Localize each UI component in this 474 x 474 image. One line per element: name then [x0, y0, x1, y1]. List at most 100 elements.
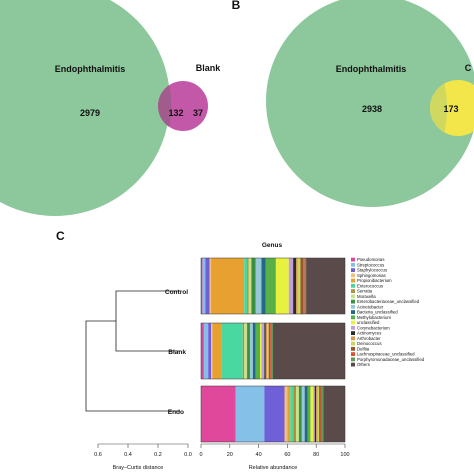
legend-swatch	[351, 325, 355, 330]
dendrogram-leaf-endo: Endo	[168, 409, 184, 416]
bar-segment-control-staphylococcus	[205, 258, 210, 314]
legend-swatch	[351, 336, 355, 341]
legend-label: Porphyromonadaceae_unclassified	[357, 357, 425, 362]
bar-segment-endo-enterobacteriaceae-unclassified	[298, 386, 302, 442]
bar-segment-blank-corynebacterium	[261, 323, 265, 379]
venn-b-endophthalmitis-label: Endophthalmitis	[336, 64, 407, 74]
bar-segment-control-acinetobacter	[255, 258, 262, 314]
legend-item-sphingomonas: Sphingomonas	[351, 273, 386, 278]
venn-a-overlap-region	[157, 85, 172, 127]
bar-segment-endo-arthrobacter	[316, 386, 318, 442]
legend-swatch	[351, 346, 355, 351]
bar-segment-blank-propionibacterium	[212, 323, 222, 379]
x-tick-label: 40	[256, 452, 262, 458]
legend-item-others: Others	[351, 362, 370, 367]
bar-segment-endo-methylobacterium	[307, 386, 311, 442]
bar-segment-blank-arthrobacter	[265, 323, 268, 379]
bar-segment-control-lachnospiraceae-unclassified	[303, 258, 305, 314]
legend-item-streptococcus: Streptococcus	[351, 262, 384, 267]
legend-item-enterobacteriaceae-unclassified: Enterobacteriaceae_unclassified	[351, 299, 420, 304]
legend-item-deinococcus: Deinococcus	[351, 341, 382, 346]
legend-swatch	[351, 320, 355, 325]
legend-swatch	[351, 283, 355, 288]
legend-label: Methylobacterium	[357, 315, 391, 320]
legend-label: Deinococcus	[357, 341, 382, 346]
bar-segment-blank-enterococcus	[221, 323, 243, 379]
legend-item-methylobacterium: Methylobacterium	[351, 315, 391, 320]
bar-segment-blank-staphylococcus	[208, 323, 212, 379]
legend-label: Sphingomonas	[357, 273, 386, 278]
bar-segment-control-sphingomonas	[209, 258, 212, 314]
legend-label: Corynebacterium	[357, 325, 390, 330]
bar-segment-endo-bacteria-unclassified	[304, 386, 308, 442]
dendrogram-axis-label: Bray–Curtis distance	[113, 465, 164, 471]
bar-segment-control-propionibacterium	[211, 258, 245, 314]
bar-segment-endo-staphylococcus	[264, 386, 285, 442]
legend-label: unclassified	[357, 320, 380, 325]
panel-c-label: C	[56, 229, 65, 243]
legend-swatch	[351, 315, 355, 320]
legend-label: Others	[357, 362, 370, 367]
legend-item-moraxella: Moraxella	[351, 294, 376, 299]
x-axis-label: Relative abundance	[249, 465, 298, 471]
legend-item-serratia: Serratia	[351, 289, 373, 294]
legend-label: Delftia	[357, 346, 370, 351]
legend-label: Enterobacteriaceae_unclassified	[357, 299, 420, 304]
legend-item-pseudomonas: Pseudomonas	[351, 257, 384, 262]
bar-outline-control	[200, 257, 346, 315]
legend-swatch	[351, 294, 355, 299]
bar-segment-endo-moraxella	[296, 386, 299, 442]
legend-label: Actinomyces	[357, 331, 381, 336]
dendrogram-tick-label: 0.6	[94, 452, 102, 458]
dendrogram-inner-branch	[115, 290, 180, 352]
legend-item-unclassified: unclassified	[351, 320, 380, 325]
bar-segment-endo-propionibacterium	[287, 386, 291, 442]
legend-swatch	[351, 362, 355, 367]
bar-segment-control-corynebacterium	[288, 258, 294, 314]
legend-item-delftia: Delftia	[351, 346, 370, 351]
x-tick-label: 60	[284, 452, 290, 458]
legend-swatch	[351, 273, 355, 278]
bar-segment-control-enterobacteriaceae-unclassified	[251, 258, 256, 314]
bar-segment-blank-streptococcus	[203, 323, 209, 379]
dendrogram-leaf-blank: Blank	[168, 349, 186, 356]
bar-segment-control-actinomyces	[293, 258, 297, 314]
bar-outline-blank	[200, 322, 346, 380]
legend-swatch	[351, 357, 355, 362]
dendrogram-tick-label: 0.4	[124, 452, 132, 458]
bar-segment-control-pseudomonas	[201, 258, 203, 314]
legend-swatch	[351, 341, 355, 346]
bar-segment-control-serratia	[247, 258, 249, 314]
legend-item-enterococcus: Enterococcus	[351, 283, 383, 288]
legend-item-bacteria-unclassified: Bacteria_unclassified	[351, 310, 398, 315]
bar-segment-blank-deinococcus	[267, 323, 269, 379]
legend-item-staphylococcus: Staphylococcus	[351, 268, 387, 273]
legend-swatch	[351, 352, 355, 356]
dendrogram-leaf-control: Control	[165, 289, 188, 296]
bar-group-blank	[200, 322, 346, 380]
venn-a-endophthalmitis-circle	[0, 0, 170, 216]
x-tick-label: 80	[313, 452, 319, 458]
venn-diagram-a: Endophthalmitis Blank 2979 132 37	[0, 0, 221, 216]
x-tick-label: 100	[340, 452, 349, 458]
bar-segment-endo-streptococcus	[235, 386, 265, 442]
venn-a-only-endophthalmitis-count: 2979	[80, 108, 100, 118]
bar-segment-control-delftia	[300, 258, 304, 314]
legend-swatch	[351, 310, 355, 314]
legend-label: Arthrobacter	[357, 336, 381, 341]
legend-label: Staphylococcus	[357, 268, 387, 273]
bar-segment-control-enterococcus	[244, 258, 248, 314]
venn-b-only-endophthalmitis-count: 2938	[362, 104, 382, 114]
bar-segment-endo-actinomyces	[314, 386, 317, 442]
legend-swatch	[351, 304, 355, 309]
legend-swatch	[351, 278, 355, 283]
legend-label: Acinetobacter	[357, 304, 384, 309]
venn-a-endophthalmitis-label: Endophthalmitis	[55, 64, 126, 74]
bar-outline-endo	[200, 385, 346, 443]
legend-swatch	[351, 331, 355, 335]
legend-item-propionibacterium: Propionibacterium	[351, 278, 392, 283]
venn-diagram-b: B Endophthalmitis C 2938 173	[232, 0, 474, 207]
dendrogram-root-branch	[85, 320, 180, 412]
venn-a-overlap-count: 132	[168, 108, 183, 118]
dendrogram-tick-label: 0.0	[184, 452, 192, 458]
